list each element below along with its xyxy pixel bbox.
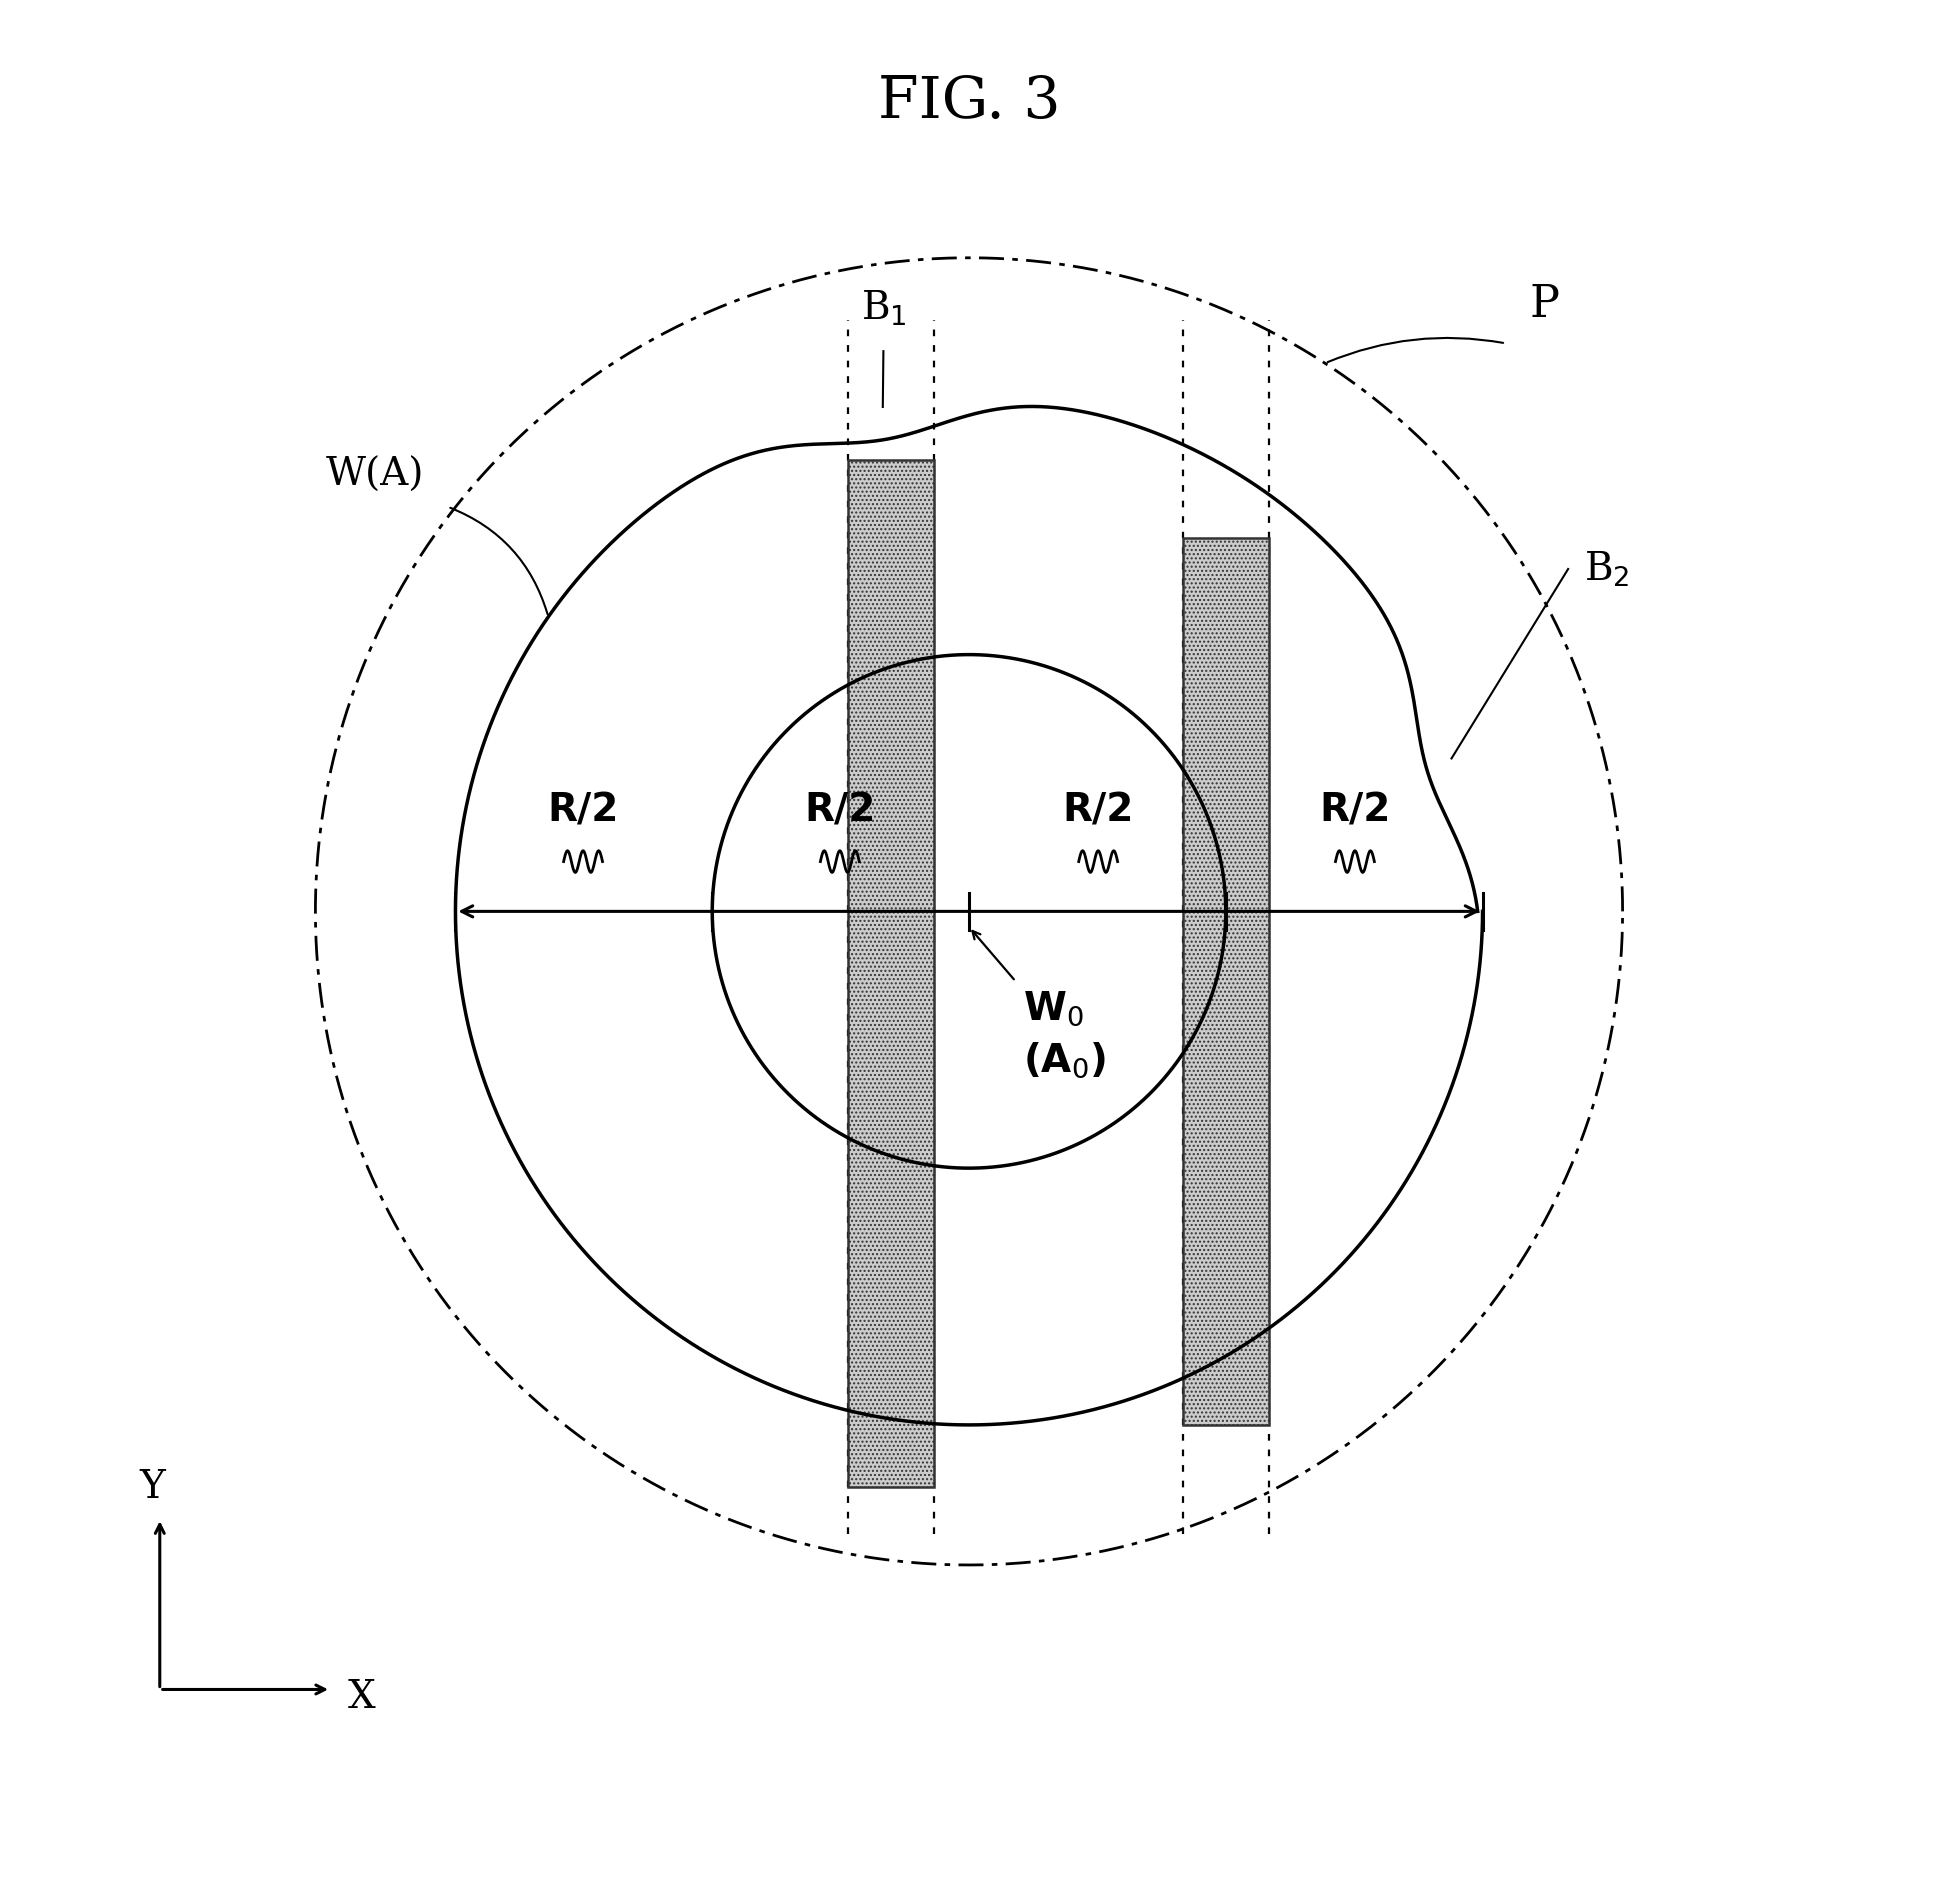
Text: B$_1$: B$_1$ <box>860 288 907 328</box>
Bar <box>849 460 934 1487</box>
Bar <box>1182 537 1269 1425</box>
Text: W(A): W(A) <box>326 458 424 494</box>
Text: Y: Y <box>140 1468 165 1506</box>
Text: R/2: R/2 <box>547 792 618 829</box>
Text: FIG. 3: FIG. 3 <box>878 74 1060 130</box>
Text: P: P <box>1529 283 1560 326</box>
Text: W$_0$
(A$_0$): W$_0$ (A$_0$) <box>1023 990 1107 1080</box>
Text: R/2: R/2 <box>1062 792 1134 829</box>
Text: R/2: R/2 <box>804 792 876 829</box>
Text: B$_2$: B$_2$ <box>1583 549 1630 588</box>
Text: R/2: R/2 <box>1320 792 1391 829</box>
Text: X: X <box>349 1680 376 1715</box>
